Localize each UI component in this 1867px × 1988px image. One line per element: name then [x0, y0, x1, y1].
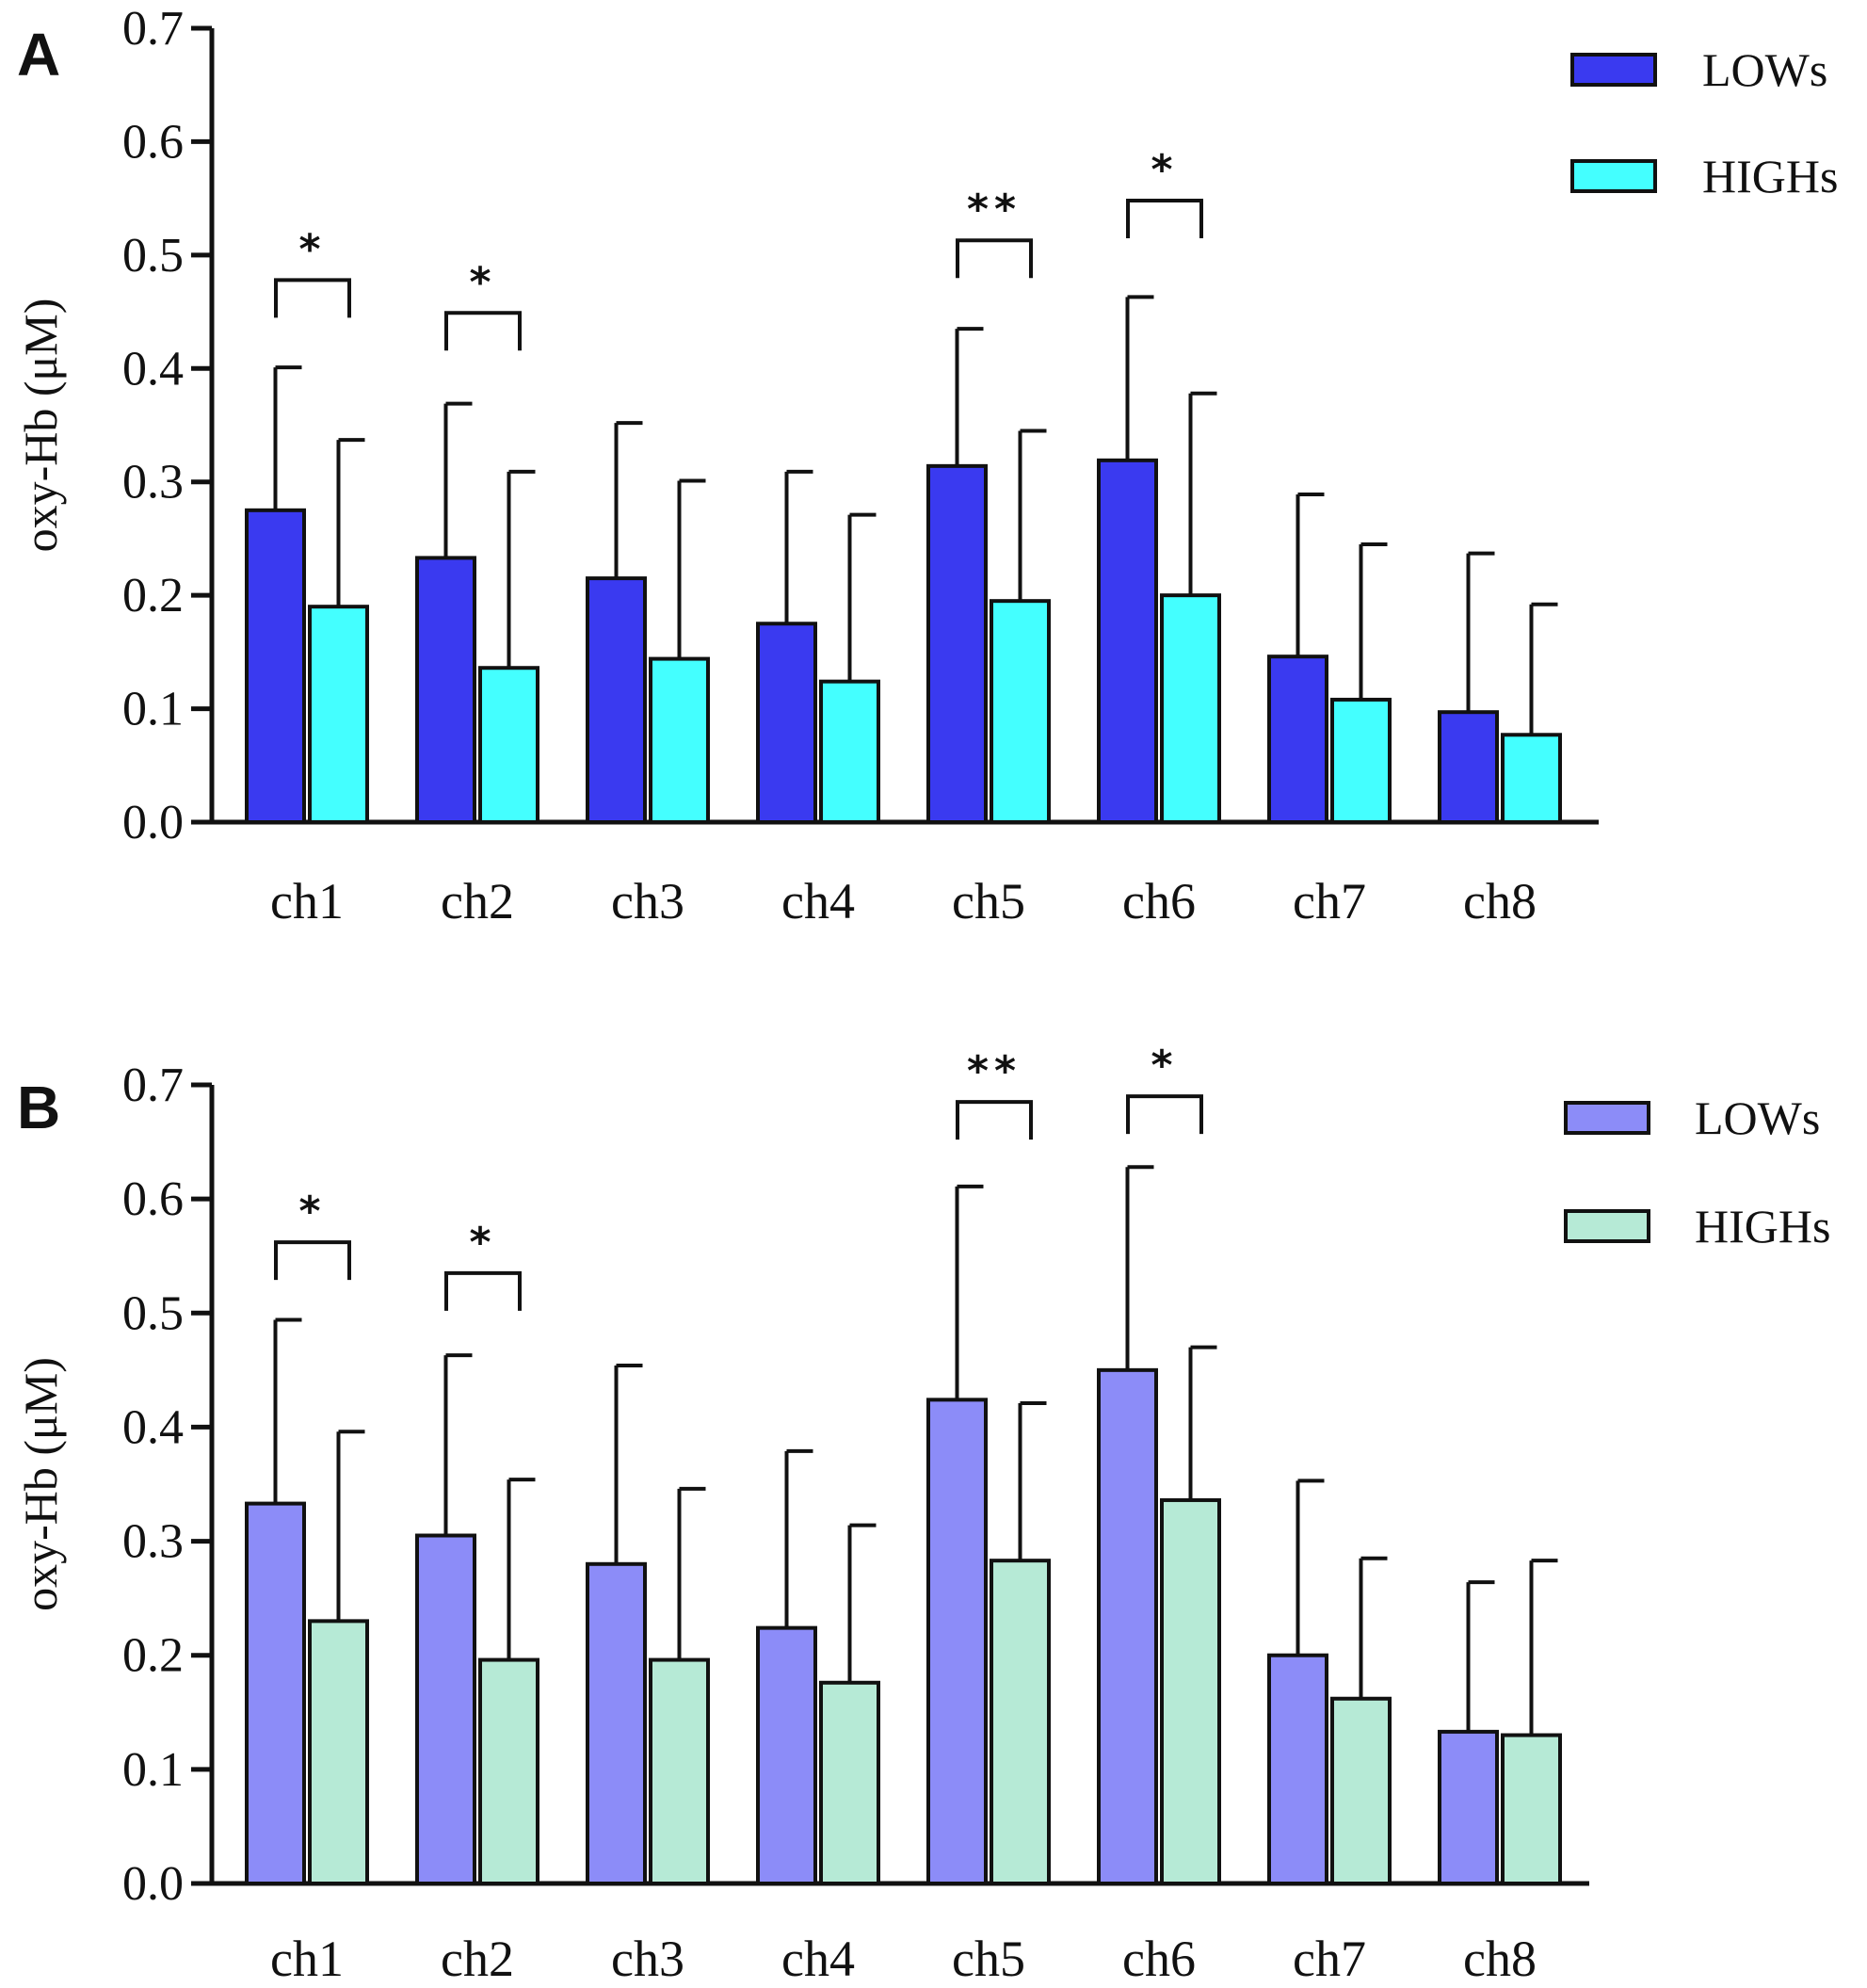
- panel-label: A: [17, 21, 60, 89]
- x-category-label: ch6: [1122, 1931, 1196, 1987]
- x-category-label: ch1: [270, 873, 344, 929]
- x-category-label: ch3: [611, 1931, 684, 1987]
- significance-bracket-ch2: [444, 311, 522, 351]
- significance-bracket-ch6: [1126, 199, 1203, 239]
- chart-panel-A: A 0.0 0.1 0.2 0.3 0.4 0.5 0.6 0.7 oxy-Hb (μM) ch1 c…: [14, 2, 1838, 929]
- y-axis-title: oxy-Hb (μM): [14, 1357, 67, 1611]
- bar-highs-ch3: [649, 656, 710, 825]
- legend-label-highs: HIGHs: [1702, 150, 1838, 202]
- chart-panel-B: B 0.0 0.1 0.2 0.3 0.4 0.5 0.6 0.7 oxy-Hb (μM) ch1 c…: [14, 1042, 1830, 1987]
- legend-swatch-lows: [1564, 1101, 1650, 1135]
- bar-highs-ch8: [1501, 1733, 1562, 1885]
- x-category-label: ch3: [611, 873, 684, 929]
- significance-mark-ch2: *: [469, 1219, 496, 1267]
- y-tick-label: 0.2: [122, 1629, 184, 1683]
- legend-swatch-highs: [1564, 1209, 1650, 1243]
- x-category-label: ch5: [952, 1931, 1025, 1987]
- y-axis-title: oxy-Hb (μM): [14, 299, 67, 553]
- bar-highs-ch1: [308, 605, 369, 825]
- panel-label: B: [17, 1074, 60, 1141]
- significance-mark-ch6: *: [1151, 1042, 1178, 1090]
- bar-lows-ch3: [586, 576, 647, 824]
- legend-label-highs: HIGHs: [1695, 1200, 1830, 1253]
- x-category-label: ch2: [441, 1931, 514, 1987]
- bar-lows-ch5: [926, 463, 988, 824]
- bar-highs-ch2: [478, 1657, 539, 1886]
- legend-label-lows: LOWs: [1695, 1091, 1820, 1144]
- y-tick-label: 0.6: [122, 1172, 184, 1226]
- x-category-label: ch8: [1463, 873, 1537, 929]
- x-category-label: ch7: [1293, 1931, 1366, 1987]
- bar-highs-ch2: [478, 666, 539, 825]
- y-tick-label: 0.1: [122, 1743, 184, 1797]
- bar-highs-ch1: [308, 1619, 369, 1886]
- bar-lows-ch6: [1097, 458, 1158, 824]
- bar-highs-ch8: [1501, 733, 1562, 825]
- bar-lows-ch3: [586, 1561, 647, 1886]
- significance-mark-ch1: *: [298, 225, 326, 273]
- significance-mark-ch6: *: [1151, 146, 1178, 194]
- y-tick-label: 0.0: [122, 796, 184, 849]
- significance-bracket-ch1: [274, 1240, 351, 1281]
- y-tick-label: 0.0: [122, 1857, 184, 1911]
- bar-highs-ch3: [649, 1657, 710, 1886]
- x-category-label: ch4: [781, 873, 855, 929]
- x-category-label: ch1: [270, 1931, 344, 1987]
- legend-swatch-lows: [1570, 53, 1657, 87]
- y-tick-label: 0.6: [122, 115, 184, 169]
- y-tick-label: 0.2: [122, 569, 184, 622]
- bar-lows-ch1: [245, 508, 306, 824]
- bar-highs-ch5: [990, 599, 1051, 825]
- y-tick-label: 0.1: [122, 683, 184, 736]
- x-category-label: ch5: [952, 873, 1025, 929]
- bar-lows-ch7: [1267, 655, 1328, 824]
- x-category-label: ch8: [1463, 1931, 1537, 1987]
- bar-lows-ch1: [245, 1501, 306, 1885]
- bar-lows-ch2: [415, 556, 476, 824]
- significance-mark-ch2: *: [469, 258, 496, 306]
- significance-bracket-ch5: [956, 238, 1033, 279]
- significance-bracket-ch1: [274, 278, 351, 318]
- significance-mark-ch5: **: [967, 1047, 1022, 1095]
- y-tick-label: 0.7: [122, 2, 184, 56]
- y-tick-label: 0.3: [122, 1515, 184, 1569]
- bar-highs-ch4: [819, 679, 880, 824]
- bar-highs-ch5: [990, 1559, 1051, 1886]
- y-tick-label: 0.3: [122, 456, 184, 509]
- legend-label-lows: LOWs: [1702, 43, 1827, 96]
- y-tick-label: 0.5: [122, 1286, 184, 1340]
- y-tick-label: 0.4: [122, 342, 184, 396]
- x-category-label: ch6: [1122, 873, 1196, 929]
- bar-lows-ch7: [1267, 1653, 1328, 1885]
- y-tick-label: 0.7: [122, 1059, 184, 1112]
- significance-bracket-ch2: [444, 1270, 522, 1311]
- y-tick-label: 0.4: [122, 1400, 184, 1454]
- significance-mark-ch5: **: [967, 186, 1022, 234]
- bar-lows-ch2: [415, 1533, 476, 1885]
- legend-swatch-highs: [1570, 159, 1657, 193]
- bar-lows-ch8: [1438, 710, 1499, 824]
- significance-mark-ch1: *: [298, 1188, 326, 1236]
- bar-highs-ch6: [1160, 1497, 1221, 1885]
- bar-highs-ch7: [1330, 697, 1392, 824]
- bar-lows-ch5: [926, 1398, 988, 1885]
- x-category-label: ch4: [781, 1931, 855, 1987]
- y-tick-label: 0.5: [122, 229, 184, 283]
- x-category-label: ch7: [1293, 873, 1366, 929]
- bar-highs-ch7: [1330, 1696, 1392, 1885]
- bar-lows-ch4: [756, 1625, 817, 1885]
- bar-highs-ch4: [819, 1680, 880, 1885]
- bar-lows-ch6: [1097, 1367, 1158, 1886]
- bar-highs-ch6: [1160, 593, 1221, 825]
- bar-lows-ch8: [1438, 1729, 1499, 1885]
- x-category-label: ch2: [441, 873, 514, 929]
- bar-lows-ch4: [756, 622, 817, 824]
- significance-bracket-ch5: [956, 1100, 1033, 1140]
- significance-bracket-ch6: [1126, 1094, 1203, 1135]
